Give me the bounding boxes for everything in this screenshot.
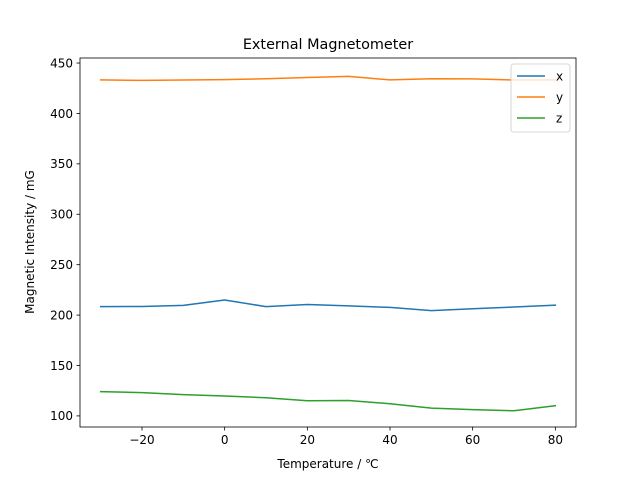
- legend-label-z: z: [556, 111, 562, 125]
- y-tick-label: 250: [50, 258, 73, 272]
- y-tick-label: 450: [50, 56, 73, 70]
- legend: xyz: [510, 63, 571, 133]
- chart-title: External Magnetometer: [243, 37, 413, 53]
- y-tick-label: 150: [50, 359, 73, 373]
- x-tick-label: 80: [548, 433, 563, 447]
- y-tick-label: 300: [50, 208, 73, 222]
- legend-label-x: x: [556, 69, 563, 83]
- x-tick-label: −20: [129, 433, 154, 447]
- axes-layer: −20 0 20 40 60 80 100 150 200 250 300 350 400 450: [50, 56, 577, 447]
- y-tick-label: 200: [50, 308, 73, 322]
- x-tick-label: 40: [382, 433, 397, 447]
- x-tick-label: 20: [300, 433, 315, 447]
- y-tick-label: 100: [50, 409, 73, 423]
- series-line-z: [99, 390, 557, 412]
- series-layer: [99, 75, 557, 412]
- series-line-y: [99, 75, 557, 82]
- y-axis-label: Magnetic Intensity / mG: [23, 170, 37, 314]
- legend-box: [510, 63, 571, 133]
- legend-label-y: y: [556, 90, 563, 104]
- y-tick-label: 400: [50, 107, 73, 121]
- x-tick-label: 60: [465, 433, 480, 447]
- series-line-x: [99, 299, 557, 312]
- plot-frame: [79, 57, 577, 428]
- x-tick-label: 0: [221, 433, 229, 447]
- x-axis-label: Temperature / ℃: [276, 457, 378, 471]
- y-tick-label: 350: [50, 157, 73, 171]
